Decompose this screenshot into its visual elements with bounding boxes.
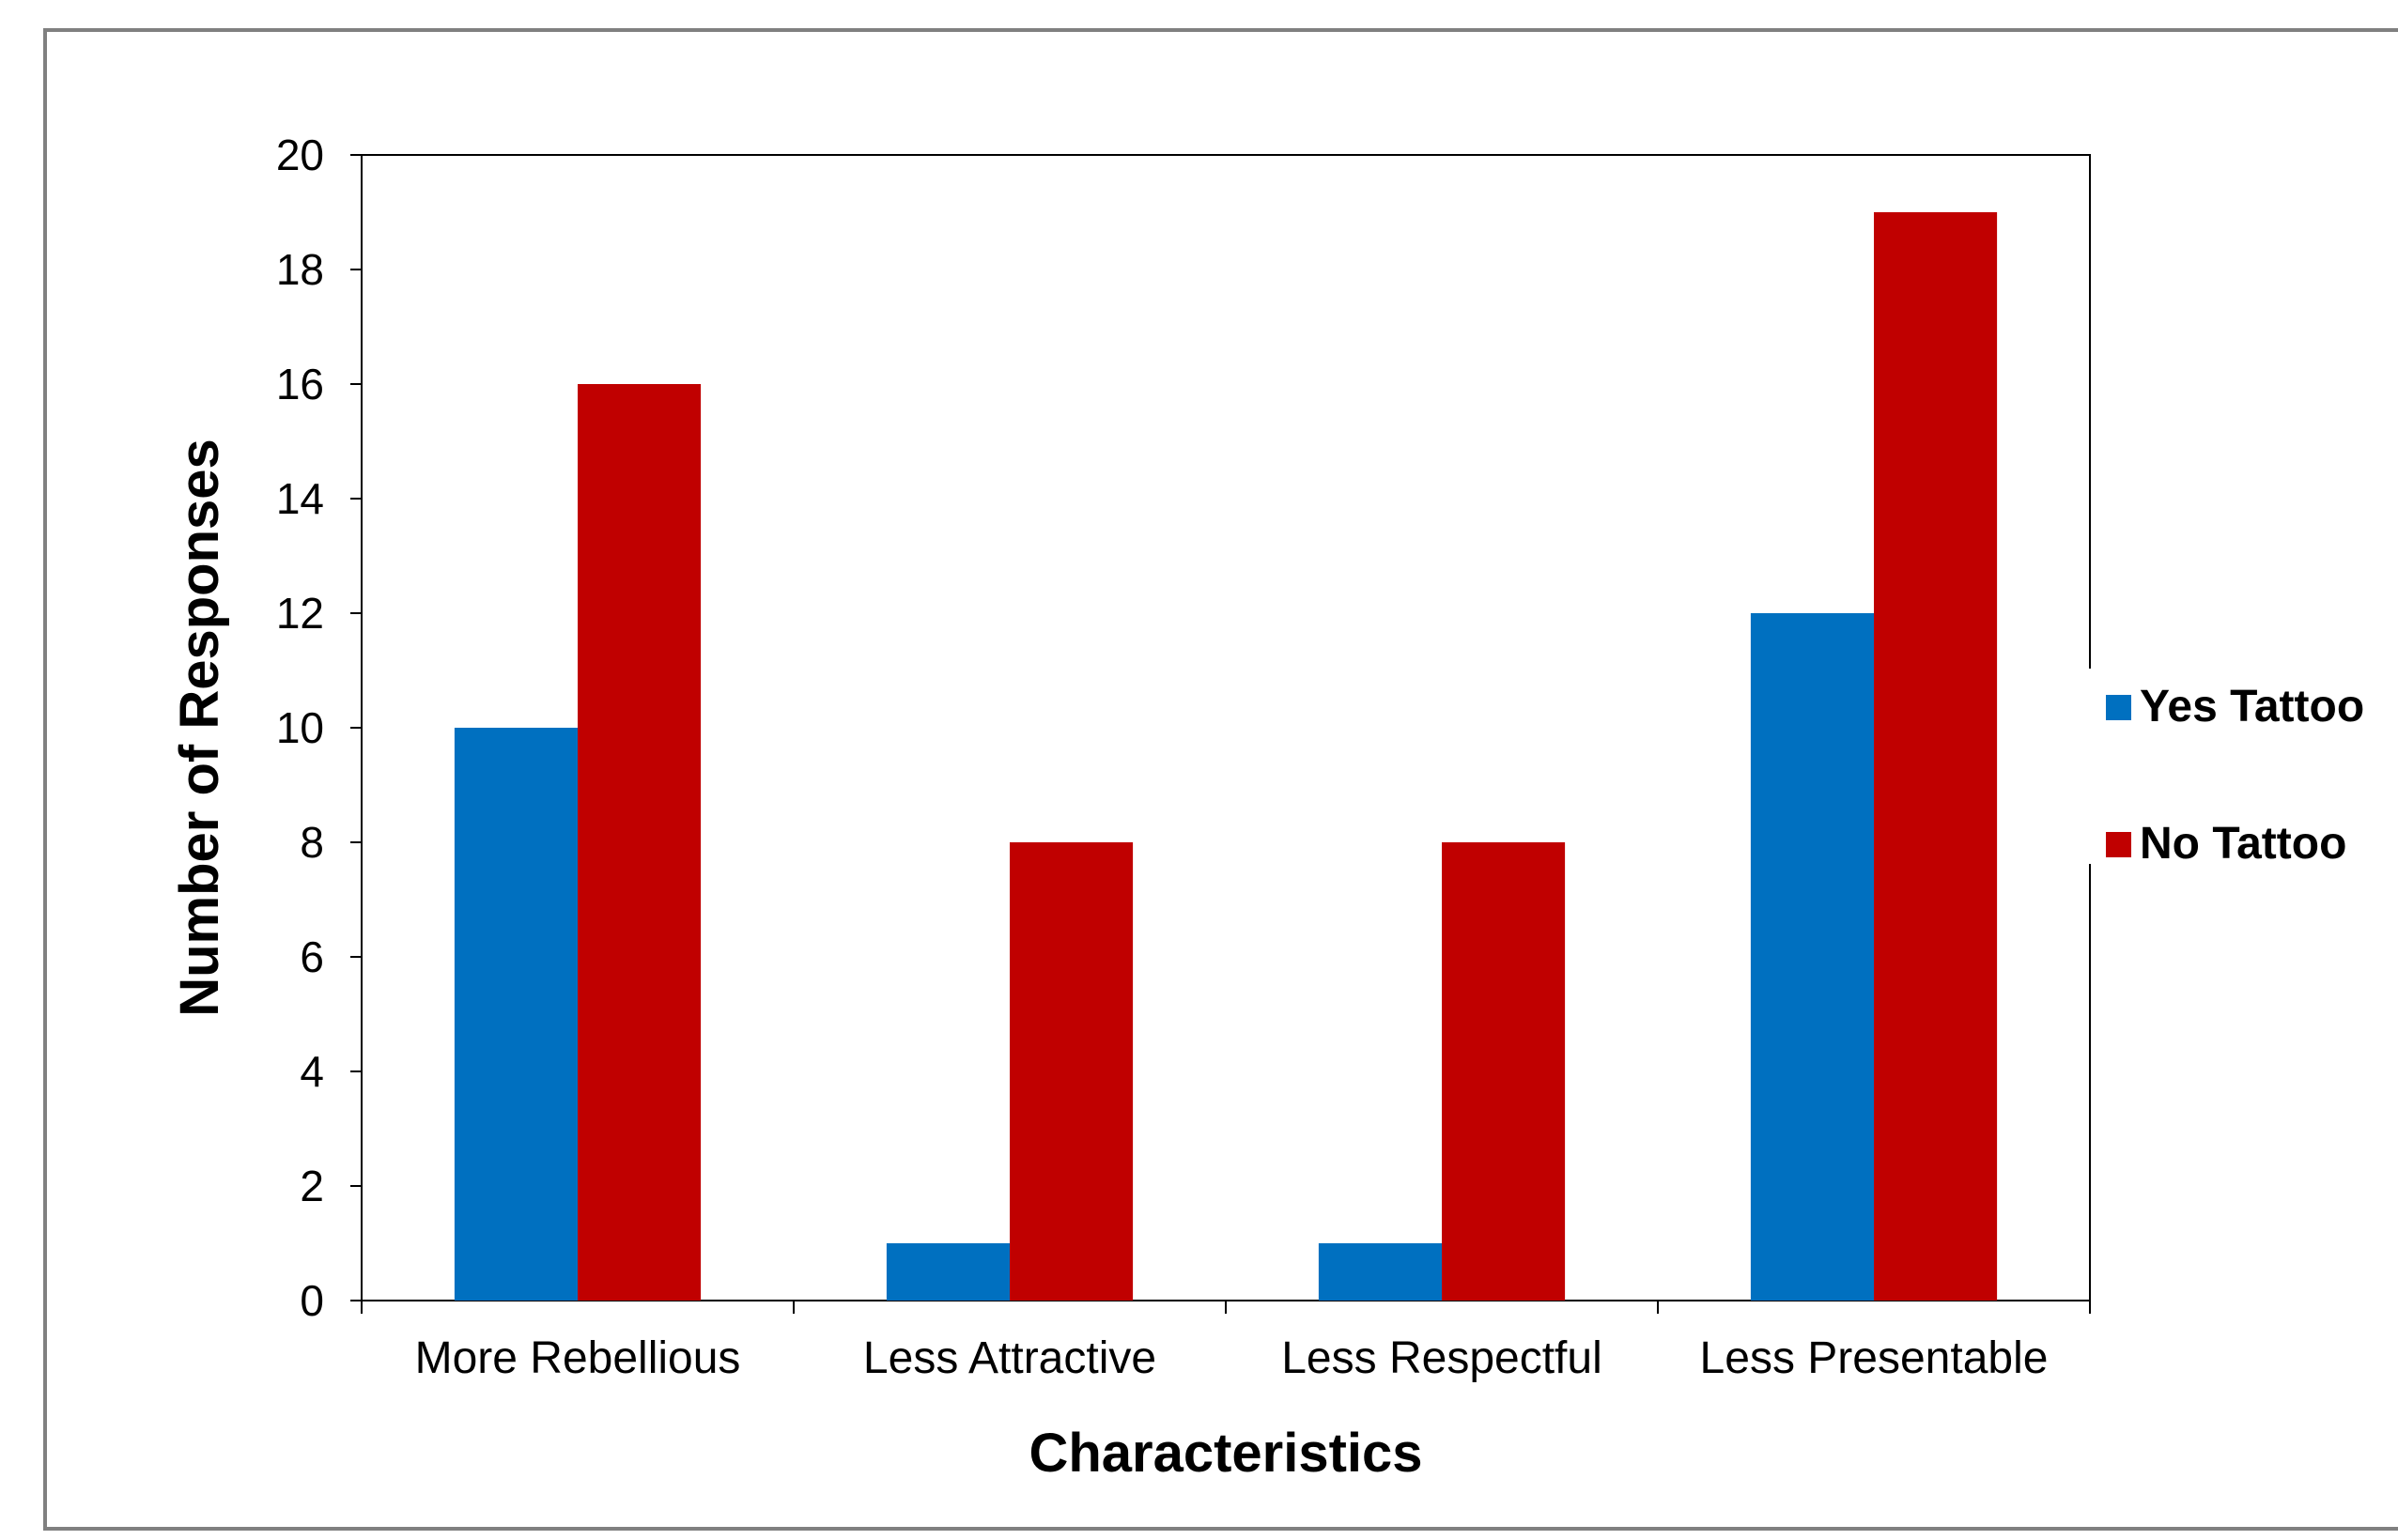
bar-yes-tattoo [1318,1243,1442,1301]
x-tick-label: Less Respectful [1281,1333,1602,1383]
bar-no-tattoo [1874,212,1998,1301]
bar-no-tattoo [1442,842,1566,1301]
x-tick-label: Less Presentable [1700,1333,2049,1383]
y-tick-label: 16 [276,360,324,408]
x-axis-title: Characteristics [1029,1423,1422,1484]
bar-no-tattoo [1010,842,1134,1301]
bar-yes-tattoo [454,728,578,1301]
y-axis-title: Number of Responses [169,439,230,1017]
y-tick-label: 6 [300,932,324,981]
legend-box [2087,669,2398,864]
bar-yes-tattoo [1750,613,1874,1301]
legend-label-yes-tattoo: Yes Tattoo [2140,682,2364,732]
y-tick-label: 14 [276,474,324,523]
x-tick-label: More Rebellious [415,1333,741,1383]
legend-swatch-no-tattoo [2106,832,2131,857]
y-tick-label: 20 [276,131,324,179]
y-tick-label: 12 [276,589,324,638]
y-tick-label: 18 [276,245,324,294]
x-axis-ticks: More Rebellious Less Attractive Less Respe… [361,1301,2091,1383]
legend: Yes Tattoo No Tattoo [2087,669,2398,869]
x-tick-label: Less Attractive [863,1333,1156,1383]
y-axis-ticks: 0 2 4 6 8 10 12 14 16 18 20 [276,131,362,1325]
bar-no-tattoo [578,384,702,1301]
bars [454,212,1998,1301]
legend-swatch-yes-tattoo [2106,695,2131,720]
y-tick-label: 4 [300,1047,324,1096]
bar-yes-tattoo [886,1243,1010,1301]
legend-label-no-tattoo: No Tattoo [2140,819,2346,869]
y-tick-label: 10 [276,703,324,752]
y-tick-label: 2 [300,1162,324,1210]
y-tick-label: 0 [300,1276,324,1325]
y-tick-label: 8 [300,818,324,867]
